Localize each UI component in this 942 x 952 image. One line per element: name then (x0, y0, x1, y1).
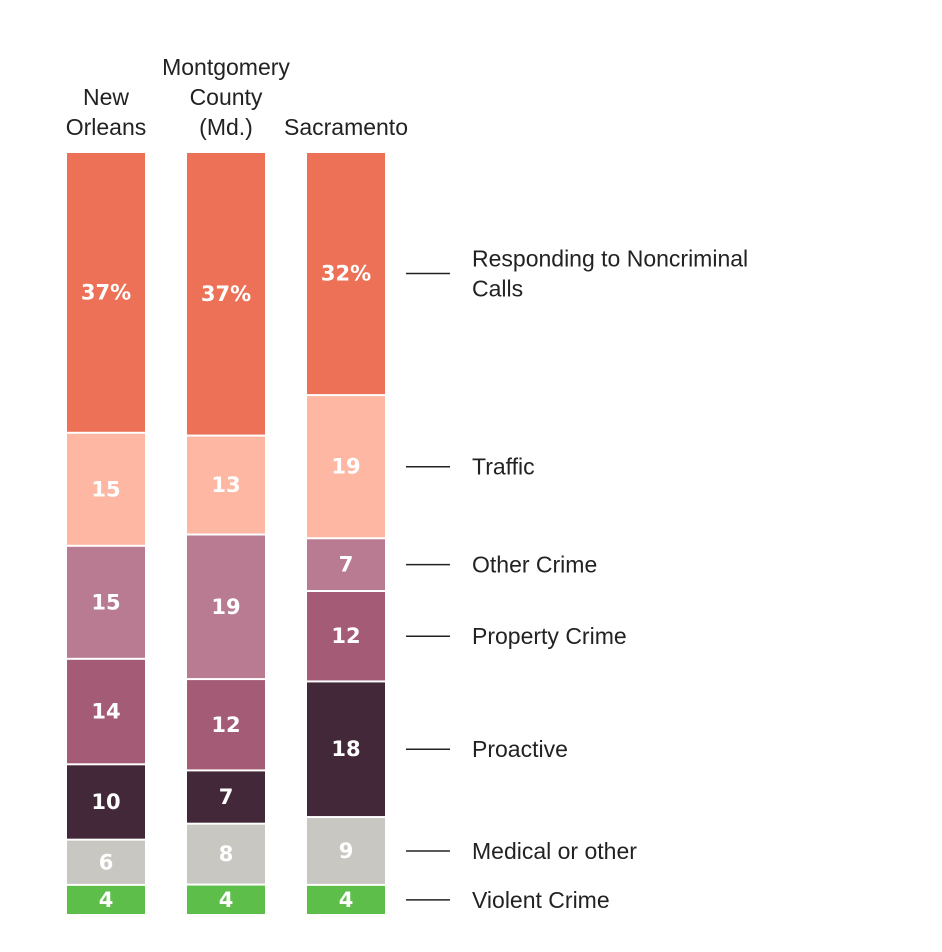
bar-segment-responding-to-noncriminal-calls-new-orleans (67, 153, 145, 432)
segment-label-medical-or-other-sacramento: 9 (339, 839, 354, 863)
legend-label-responding-to-noncriminal-calls-line-2: Calls (472, 276, 523, 302)
segment-label-medical-or-other-new-orleans: 6 (99, 850, 114, 874)
segment-label-medical-or-other-montgomery-county-md: 8 (219, 842, 234, 866)
segment-label-other-crime-sacramento: 7 (339, 553, 354, 577)
legend-label-violent-crime: Violent Crime (472, 887, 610, 913)
legend-label-other-crime: Other Crime (472, 552, 597, 578)
bar-segment-traffic-montgomery-county-md (187, 436, 265, 534)
segment-labels-layer: 4 6 10 14 15 15 37% 4 8 7 12 19 13 37% 4 9 18 12 7 19 32% (81, 262, 371, 912)
column-label-montgomery-county-md-line-3: (Md.) (199, 114, 253, 140)
segment-label-traffic-sacramento: 19 (331, 455, 360, 479)
segment-label-traffic-montgomery-county-md: 13 (211, 473, 240, 497)
bar-segment-medical-or-other-new-orleans (67, 840, 145, 884)
bar-segment-traffic-sacramento (307, 396, 385, 538)
segment-label-traffic-new-orleans: 15 (91, 477, 120, 501)
legend-label-medical-or-other: Medical or other (472, 838, 637, 864)
bar-segment-property-crime-new-orleans (67, 659, 145, 764)
column-label-new-orleans-line-2: Orleans (66, 114, 147, 140)
column-label-montgomery-county-md-line-2: County (190, 84, 263, 110)
segment-label-property-crime-new-orleans: 14 (91, 700, 120, 724)
bar-segment-traffic-new-orleans (67, 433, 145, 545)
bar-segment-proactive-sacramento (307, 682, 385, 817)
segment-label-proactive-sacramento: 18 (331, 737, 360, 761)
segment-label-proactive-montgomery-county-md: 7 (219, 785, 234, 809)
column-label-new-orleans-line-1: New (83, 84, 129, 110)
bar-segment-other-crime-montgomery-county-md (187, 535, 265, 679)
segment-label-responding-to-noncriminal-calls-montgomery-county-md: 37% (201, 282, 251, 306)
segment-label-proactive-new-orleans: 10 (91, 790, 120, 814)
legend-label-property-crime: Property Crime (472, 623, 627, 649)
column-label-montgomery-county-md-line-1: Montgomery (162, 54, 290, 80)
segment-label-violent-crime-montgomery-county-md: 4 (219, 888, 234, 912)
segment-label-violent-crime-sacramento: 4 (339, 888, 354, 912)
legend-layer: Responding to Noncriminal Calls Traffic Oth… (406, 246, 748, 913)
bar-segment-medical-or-other-montgomery-county-md (187, 824, 265, 884)
segment-label-violent-crime-new-orleans: 4 (99, 888, 114, 912)
bar-segment-responding-to-noncriminal-calls-sacramento (307, 153, 385, 395)
segment-label-responding-to-noncriminal-calls-sacramento: 32% (321, 262, 371, 286)
bar-segment-violent-crime-new-orleans (67, 885, 145, 914)
bar-segment-medical-or-other-sacramento (307, 818, 385, 884)
segment-label-other-crime-montgomery-county-md: 19 (211, 595, 240, 619)
bars-layer (67, 153, 385, 914)
segment-label-other-crime-new-orleans: 15 (91, 590, 120, 614)
segment-label-responding-to-noncriminal-calls-new-orleans: 37% (81, 280, 131, 304)
segment-label-property-crime-sacramento: 12 (331, 624, 360, 648)
legend-label-responding-to-noncriminal-calls-line-1: Responding to Noncriminal (472, 246, 748, 272)
bar-segment-proactive-new-orleans (67, 765, 145, 839)
legend-label-traffic: Traffic (472, 454, 535, 480)
bar-segment-responding-to-noncriminal-calls-montgomery-county-md (187, 153, 265, 435)
bar-segment-property-crime-montgomery-county-md (187, 680, 265, 770)
bar-segment-proactive-montgomery-county-md (187, 771, 265, 823)
column-labels-layer: New Orleans Montgomery County (Md.) Sacrament… (66, 54, 408, 140)
bar-segment-other-crime-sacramento (307, 539, 385, 591)
segment-label-property-crime-montgomery-county-md: 12 (211, 713, 240, 737)
legend-label-proactive: Proactive (472, 736, 568, 762)
bar-segment-violent-crime-sacramento (307, 885, 385, 914)
bar-segment-other-crime-new-orleans (67, 546, 145, 658)
bar-segment-violent-crime-montgomery-county-md (187, 885, 265, 914)
column-label-sacramento-line-1: Sacramento (284, 114, 408, 140)
bar-segment-property-crime-sacramento (307, 592, 385, 681)
